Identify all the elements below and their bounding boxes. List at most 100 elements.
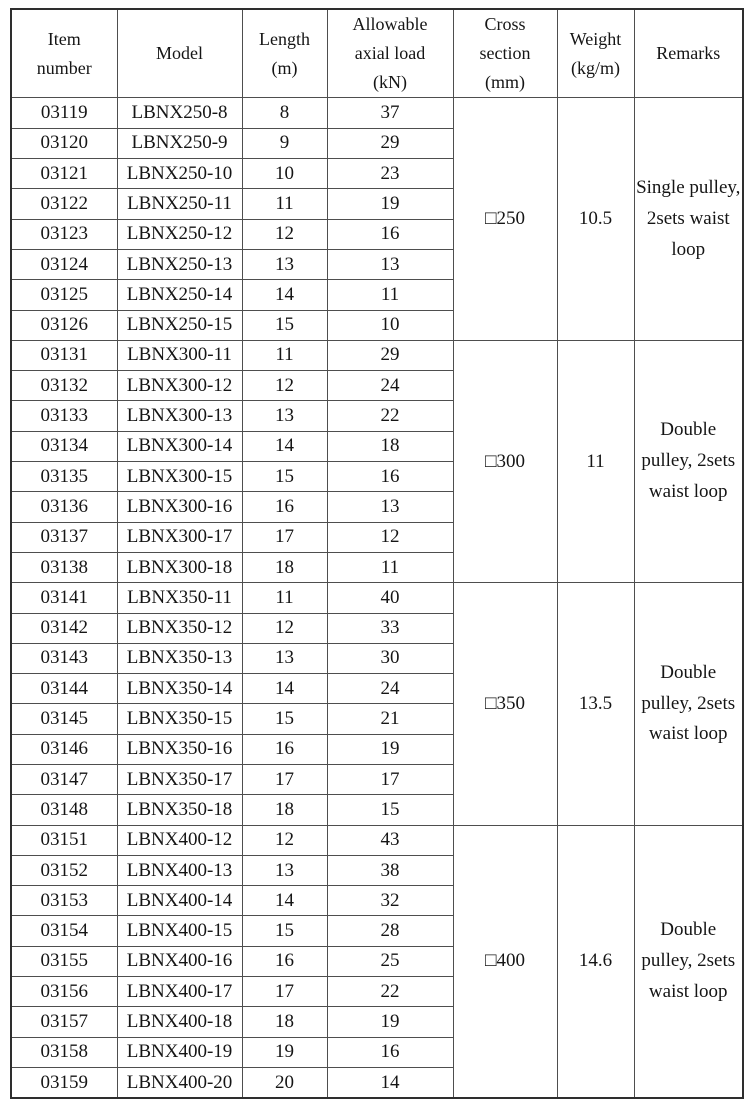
item-number-cell: 03159 xyxy=(10,1066,118,1099)
item-number-cell: 03132 xyxy=(10,370,118,402)
axial-load-cell: 11 xyxy=(326,279,454,311)
axial-load-cell: 16 xyxy=(326,218,454,250)
column-header-item-number: Item number xyxy=(10,8,118,99)
item-number-cell: 03158 xyxy=(10,1036,118,1068)
table-row: 03145 LBNX350-15 15 21 xyxy=(10,703,743,735)
remarks-cell: Single pulley, 2sets waist loop xyxy=(633,97,744,341)
model-cell: LBNX350-12 xyxy=(116,612,243,644)
weight-cell: 11 xyxy=(556,339,635,584)
axial-load-cell: 30 xyxy=(326,642,454,675)
model-cell: LBNX350-14 xyxy=(116,673,243,705)
model-cell: LBNX400-17 xyxy=(116,976,243,1008)
item-number-cell: 03151 xyxy=(10,824,118,856)
length-cell: 17 xyxy=(241,976,328,1008)
table-row: 03124 LBNX250-13 13 13 xyxy=(10,248,743,281)
item-number-cell: 03121 xyxy=(10,158,118,190)
axial-load-cell: 12 xyxy=(326,521,454,553)
axial-load-cell: 24 xyxy=(326,673,454,705)
remarks-cell: Double pulley, 2sets waist loop xyxy=(633,824,744,1099)
model-cell: LBNX350-11 xyxy=(116,582,243,614)
table-row: 03122 LBNX250-11 11 19 xyxy=(10,188,743,220)
length-cell: 10 xyxy=(241,158,328,190)
model-cell: LBNX300-14 xyxy=(116,430,243,463)
table-row: 03135 LBNX300-15 15 16 xyxy=(10,461,743,493)
model-cell: LBNX300-12 xyxy=(116,370,243,402)
table-row: 03159 LBNX400-20 20 14 xyxy=(10,1066,743,1099)
length-cell: 13 xyxy=(241,642,328,675)
model-cell: LBNX250-10 xyxy=(116,158,243,190)
table-row: 03131 LBNX300-11 11 29 □300 11 Double pulley, … xyxy=(10,339,744,584)
item-number-cell: 03153 xyxy=(10,885,118,917)
model-cell: LBNX350-15 xyxy=(116,703,243,735)
length-cell: 15 xyxy=(241,703,328,735)
table-row: 03158 LBNX400-19 19 16 xyxy=(10,1036,743,1068)
item-number-cell: 03141 xyxy=(10,582,118,614)
length-cell: 12 xyxy=(241,370,328,402)
model-cell: LBNX300-11 xyxy=(116,339,243,372)
axial-load-cell: 22 xyxy=(326,976,454,1008)
axial-load-cell: 19 xyxy=(326,188,454,220)
axial-load-cell: 29 xyxy=(326,127,454,160)
model-cell: LBNX350-18 xyxy=(116,794,243,826)
table-row: 03152 LBNX400-13 13 38 xyxy=(10,854,743,887)
column-header-model: Model xyxy=(116,8,243,99)
length-cell: 14 xyxy=(241,673,328,705)
model-cell: LBNX400-15 xyxy=(116,915,243,947)
cross-section-cell: □350 xyxy=(452,582,558,826)
axial-load-cell: 16 xyxy=(326,1036,454,1068)
item-number-cell: 03154 xyxy=(10,915,118,947)
item-number-cell: 03148 xyxy=(10,794,118,826)
model-cell: LBNX350-17 xyxy=(116,763,243,796)
length-cell: 12 xyxy=(241,612,328,644)
item-number-cell: 03123 xyxy=(10,218,118,250)
axial-load-cell: 15 xyxy=(326,794,454,826)
axial-load-cell: 38 xyxy=(326,854,454,887)
model-cell: LBNX350-13 xyxy=(116,642,243,675)
axial-load-cell: 21 xyxy=(326,703,454,735)
model-cell: LBNX300-16 xyxy=(116,491,243,523)
table-row: 03136 LBNX300-16 16 13 xyxy=(10,491,743,523)
item-number-cell: 03157 xyxy=(10,1006,118,1038)
length-cell: 9 xyxy=(241,127,328,160)
item-number-cell: 03126 xyxy=(10,309,118,341)
length-cell: 18 xyxy=(241,551,328,584)
axial-load-cell: 33 xyxy=(326,612,454,644)
axial-load-cell: 18 xyxy=(326,430,454,463)
length-cell: 13 xyxy=(241,248,328,281)
length-cell: 12 xyxy=(241,824,328,856)
table-row: 03147 LBNX350-17 17 17 xyxy=(10,763,743,796)
column-header-cross-section: Cross section (mm) xyxy=(452,8,558,99)
model-cell: LBNX400-18 xyxy=(116,1006,243,1038)
weight-cell: 14.6 xyxy=(556,824,635,1099)
length-cell: 19 xyxy=(241,1036,328,1068)
length-cell: 11 xyxy=(241,188,328,220)
length-cell: 15 xyxy=(241,309,328,341)
model-cell: LBNX400-13 xyxy=(116,854,243,887)
spec-table: Item number Model Length (m) Allowable axial l… xyxy=(10,8,744,1100)
item-number-cell: 03146 xyxy=(10,733,118,766)
length-cell: 15 xyxy=(241,461,328,493)
axial-load-cell: 43 xyxy=(326,824,454,856)
column-header-axial-load: Allowable axial load (kN) xyxy=(326,8,454,99)
item-number-cell: 03125 xyxy=(10,279,118,311)
model-cell: LBNX250-9 xyxy=(116,127,243,160)
item-number-cell: 03142 xyxy=(10,612,118,644)
axial-load-cell: 22 xyxy=(326,400,454,432)
model-cell: LBNX350-16 xyxy=(116,733,243,766)
header-row: Item number Model Length (m) Allowable axial l… xyxy=(10,8,744,99)
model-cell: LBNX300-17 xyxy=(116,521,243,553)
axial-load-cell: 23 xyxy=(326,158,454,190)
item-number-cell: 03136 xyxy=(10,491,118,523)
table-row: 03153 LBNX400-14 14 32 xyxy=(10,885,743,917)
item-number-cell: 03147 xyxy=(10,763,118,796)
axial-load-cell: 40 xyxy=(326,582,454,614)
weight-cell: 10.5 xyxy=(556,97,635,341)
length-cell: 14 xyxy=(241,279,328,311)
axial-load-cell: 19 xyxy=(326,1006,454,1038)
column-header-weight: Weight (kg/m) xyxy=(556,8,635,99)
length-cell: 11 xyxy=(241,582,328,614)
table-row: 03156 LBNX400-17 17 22 xyxy=(10,976,743,1008)
remarks-cell: Double pulley, 2sets waist loop xyxy=(633,582,744,826)
model-cell: LBNX400-16 xyxy=(116,945,243,978)
